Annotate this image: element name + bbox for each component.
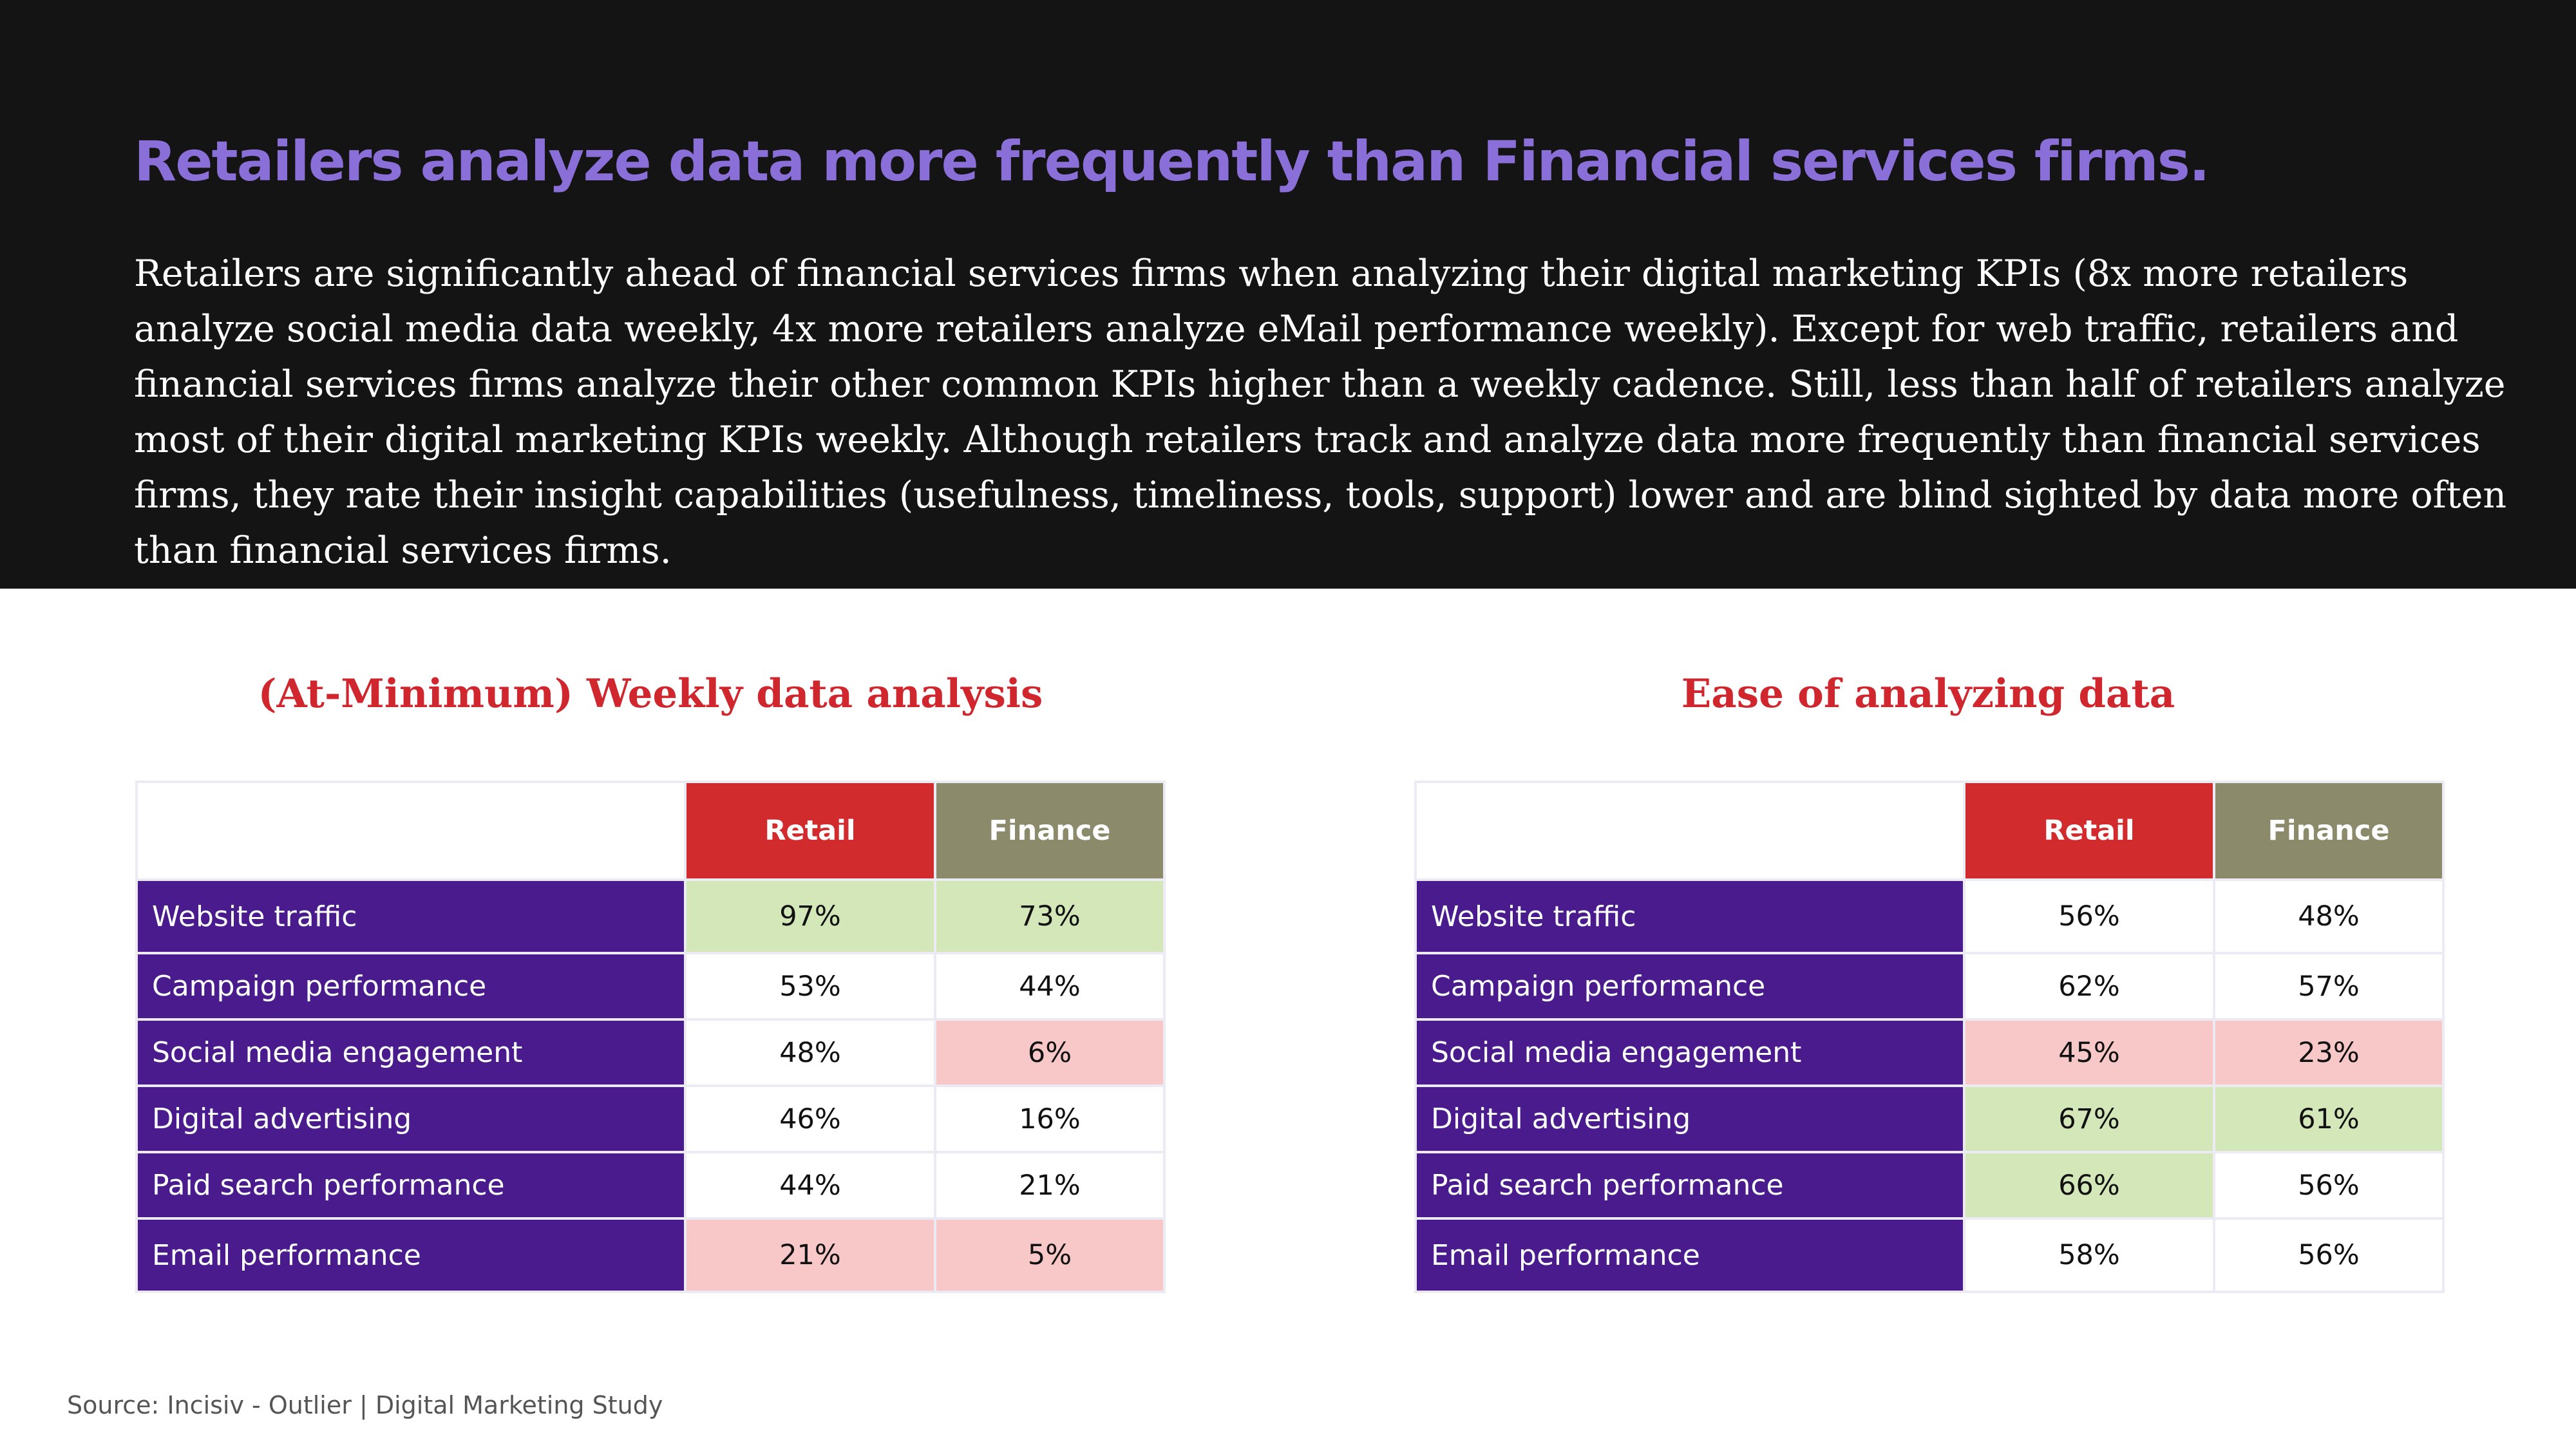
retail-value: 48%	[684, 1018, 936, 1087]
row-label: Email performance	[135, 1217, 687, 1293]
finance-value: 23%	[2213, 1018, 2445, 1087]
table-row: Social media engagement 45% 23%	[1414, 1018, 2445, 1087]
row-label: Website traffic	[1414, 878, 1965, 954]
weekly-analysis-table: Retail Finance Website traffic 97% 73% C…	[135, 781, 1166, 1293]
table-row: Social media engagement 48% 6%	[135, 1018, 1166, 1087]
finance-value: 5%	[934, 1217, 1166, 1293]
intro-paragraph: Retailers are significantly ahead of fin…	[134, 252, 2507, 572]
row-label: Paid search performance	[135, 1151, 687, 1220]
finance-value: 16%	[934, 1084, 1166, 1153]
row-label: Paid search performance	[1414, 1151, 1965, 1220]
retail-value: 53%	[684, 952, 936, 1021]
table-header-row: Retail Finance	[1414, 781, 2445, 881]
retail-value: 66%	[1963, 1151, 2215, 1220]
retail-column-header: Retail	[1963, 781, 2215, 881]
finance-value: 6%	[934, 1018, 1166, 1087]
retail-value: 44%	[684, 1151, 936, 1220]
retail-value: 21%	[684, 1217, 936, 1293]
table-row: Paid search performance 66% 56%	[1414, 1151, 2445, 1220]
left-panel-title: (At-Minimum) Weekly data analysis	[258, 671, 1043, 717]
table-row: Digital advertising 46% 16%	[135, 1084, 1166, 1153]
table-row: Website traffic 56% 48%	[1414, 878, 2445, 954]
finance-value: 56%	[2213, 1217, 2445, 1293]
table-row: Paid search performance 44% 21%	[135, 1151, 1166, 1220]
table-row: Campaign performance 53% 44%	[135, 952, 1166, 1021]
finance-value: 57%	[2213, 952, 2445, 1021]
row-label: Social media engagement	[135, 1018, 687, 1087]
retail-value: 45%	[1963, 1018, 2215, 1087]
table-row: Website traffic 97% 73%	[135, 878, 1166, 954]
table-corner-cell	[135, 781, 687, 881]
table-row: Email performance 58% 56%	[1414, 1217, 2445, 1293]
retail-value: 67%	[1963, 1084, 2215, 1153]
row-label: Campaign performance	[135, 952, 687, 1021]
header-banner: Retailers analyze data more frequently t…	[0, 0, 2576, 589]
finance-value: 73%	[934, 878, 1166, 954]
table-row: Digital advertising 67% 61%	[1414, 1084, 2445, 1153]
row-label: Social media engagement	[1414, 1018, 1965, 1087]
row-label: Digital advertising	[1414, 1084, 1965, 1153]
right-panel-title: Ease of analyzing data	[1681, 671, 2175, 717]
finance-value: 21%	[934, 1151, 1166, 1220]
source-footnote: Source: Incisiv - Outlier | Digital Mark…	[67, 1391, 663, 1419]
finance-column-header: Finance	[934, 781, 1166, 881]
row-label: Website traffic	[135, 878, 687, 954]
table-row: Email performance 21% 5%	[135, 1217, 1166, 1293]
retail-value: 97%	[684, 878, 936, 954]
retail-value: 46%	[684, 1084, 936, 1153]
finance-value: 61%	[2213, 1084, 2445, 1153]
retail-value: 56%	[1963, 878, 2215, 954]
retail-column-header: Retail	[684, 781, 936, 881]
ease-of-analysis-table: Retail Finance Website traffic 56% 48% C…	[1414, 781, 2445, 1293]
headline: Retailers analyze data more frequently t…	[134, 129, 2210, 194]
finance-value: 44%	[934, 952, 1166, 1021]
row-label: Email performance	[1414, 1217, 1965, 1293]
row-label: Digital advertising	[135, 1084, 687, 1153]
table-header-row: Retail Finance	[135, 781, 1166, 881]
retail-value: 62%	[1963, 952, 2215, 1021]
retail-value: 58%	[1963, 1217, 2215, 1293]
table-corner-cell	[1414, 781, 1965, 881]
finance-column-header: Finance	[2213, 781, 2445, 881]
table-row: Campaign performance 62% 57%	[1414, 952, 2445, 1021]
finance-value: 56%	[2213, 1151, 2445, 1220]
row-label: Campaign performance	[1414, 952, 1965, 1021]
finance-value: 48%	[2213, 878, 2445, 954]
